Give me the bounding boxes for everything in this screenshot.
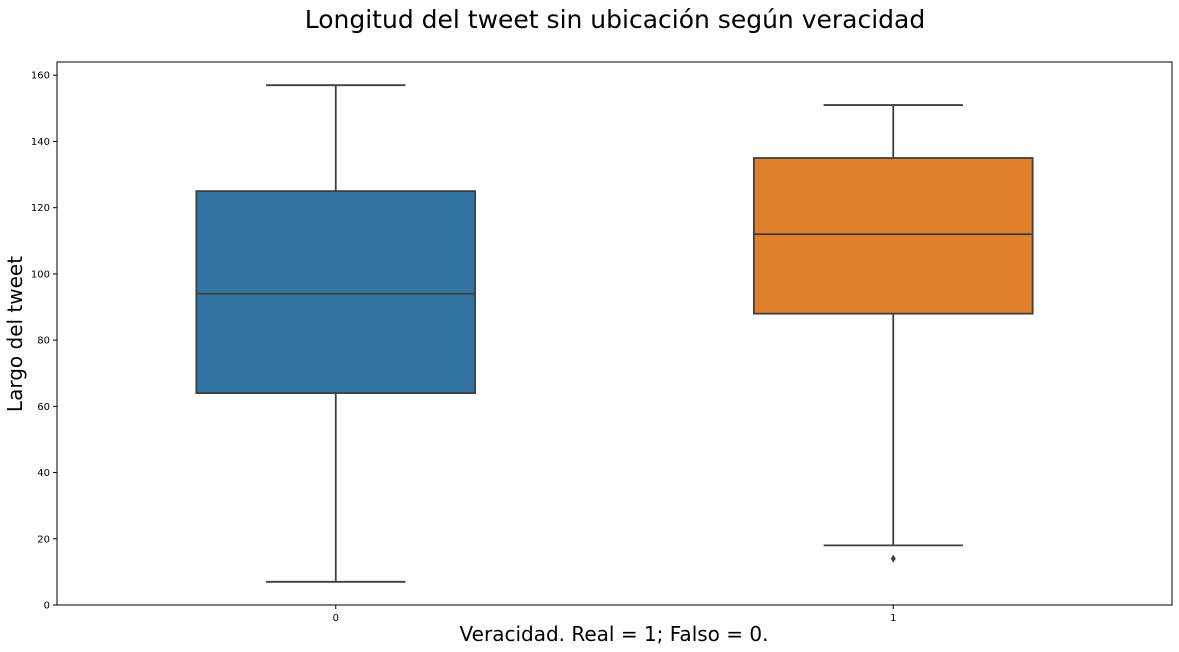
y-axis-label: Largo del tweet [3,256,27,412]
ticks-layer: 0 20 40 60 80 100 120 140 160 0 1 [31,71,897,624]
plot-frame [56,61,1173,606]
y-tick-label: 120 [31,203,50,214]
y-tick-label: 140 [31,137,50,148]
y-tick-label: 100 [31,269,50,280]
x-axis-label: Veracidad. Real = 1; Falso = 0. [460,622,769,646]
outlier-point [890,554,896,563]
box-iqr [195,190,477,394]
x-tick-label: 1 [890,613,896,624]
y-tick-label: 40 [37,468,50,479]
box-iqr [752,157,1034,315]
chart-title: Longitud del tweet sin ubicación según v… [305,5,926,34]
y-tick-label: 80 [37,336,50,347]
y-tick-label: 0 [44,601,50,612]
y-tick-label: 160 [31,71,50,82]
x-tick-label: 0 [333,613,339,624]
boxes-layer [195,84,1034,583]
y-tick-label: 20 [37,534,50,545]
y-tick-label: 60 [37,402,50,413]
